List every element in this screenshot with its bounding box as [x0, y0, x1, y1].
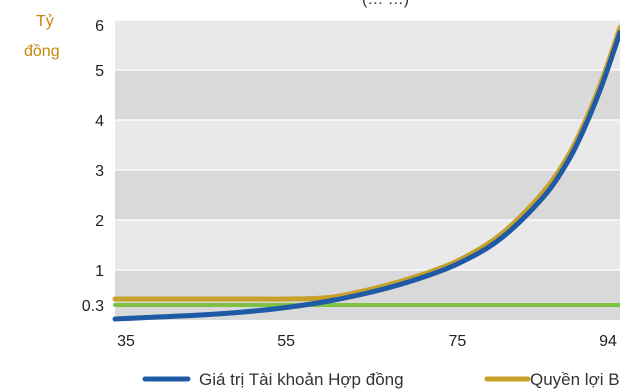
x-tick-label: 94: [599, 333, 617, 350]
y-tick-label: 6: [95, 18, 104, 35]
x-axis-ticks: 35 55 75 94: [117, 333, 617, 350]
plot-band: [115, 220, 620, 270]
series-line-contract-value: [112, 30, 620, 322]
y-unit-label-line1: Tỷ: [36, 13, 54, 30]
y-tick-label: 5: [95, 63, 104, 80]
y-unit-label-line2: đồng: [24, 43, 60, 60]
y-tick-label: 1: [95, 263, 104, 280]
plot-band: [115, 20, 620, 70]
x-tick-label: 55: [277, 333, 295, 350]
series-lines: [112, 25, 620, 322]
y-tick-label: 0.3: [82, 298, 104, 315]
plot-background: [115, 20, 620, 320]
y-tick-label: 2: [95, 213, 104, 230]
plot-band: [115, 120, 620, 170]
legend-label-contract-value: Giá trị Tài khoản Hợp đồng: [199, 370, 404, 389]
x-tick-label: 35: [117, 333, 135, 350]
legend: Giá trị Tài khoản Hợp đồng Quyền lợi Bả: [142, 370, 620, 389]
x-tick-label: 75: [448, 333, 466, 350]
y-tick-label: 3: [95, 163, 104, 180]
header-fragment: (… …): [362, 0, 409, 8]
plot-band: [115, 70, 620, 120]
gridlines: [115, 19, 620, 271]
plot-band: [115, 170, 620, 220]
legend-label-benefit: Quyền lợi Bả: [530, 370, 620, 389]
y-axis-ticks: 0.3 1 2 3 4 5 6: [82, 18, 104, 315]
y-tick-label: 4: [95, 113, 104, 130]
